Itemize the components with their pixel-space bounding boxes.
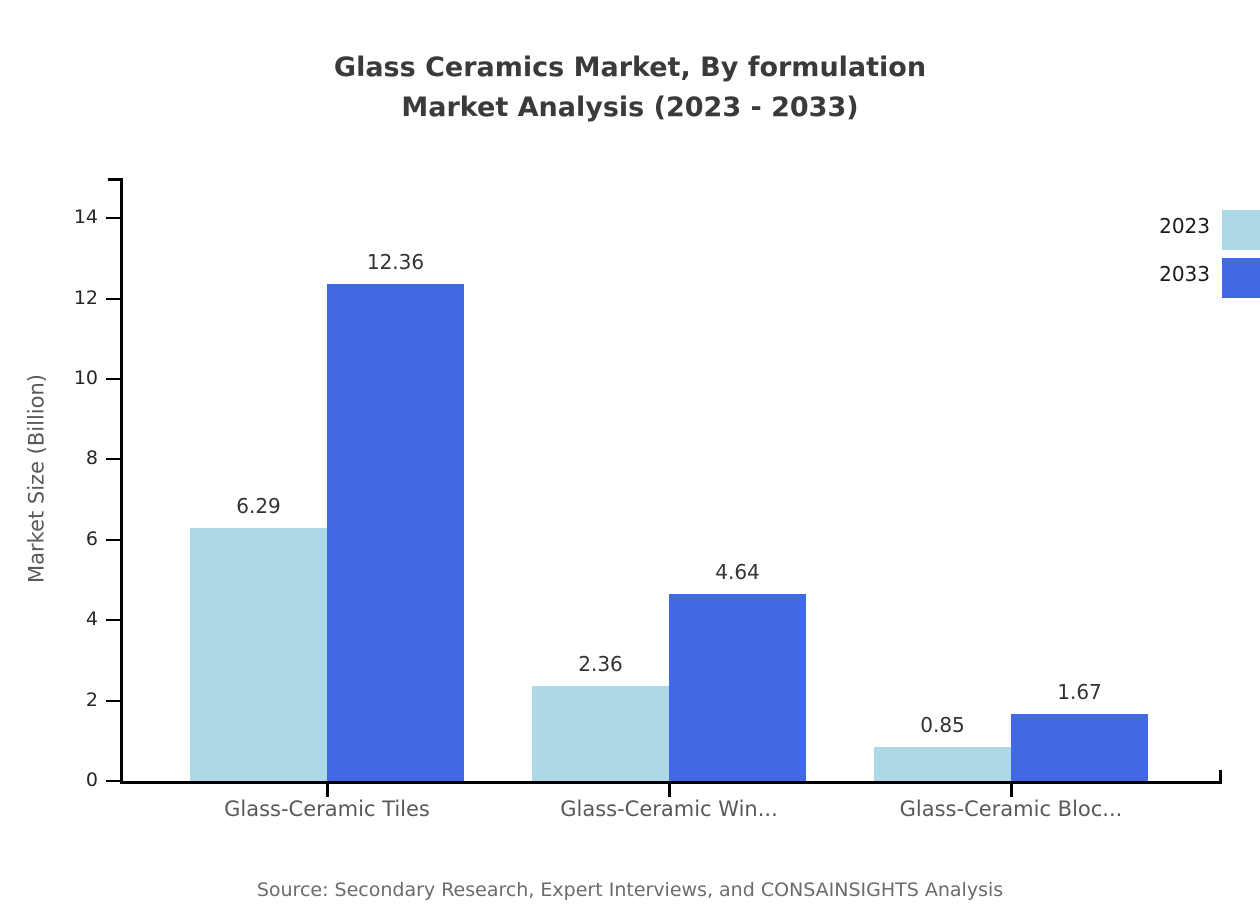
bar-value-label: 4.64 [715,560,760,585]
bar-value-label: 2.36 [578,652,623,677]
y-axis-tick [106,699,120,702]
y-axis-tick [106,458,120,461]
plot-area: 6.29 2.36 0.85 12.36 4.64 1.67 [120,178,1222,781]
y-axis-line [120,178,123,784]
legend-color-swatch [1222,258,1260,298]
bar-value-label: 0.85 [920,712,965,737]
y-axis-tick-label: 14 [73,206,98,229]
y-axis-tick-label: 4 [85,608,98,631]
bar[interactable] [669,594,806,781]
x-axis-category-label: Glass-Ceramic Tiles [224,797,430,821]
y-axis-tick-label: 10 [73,367,98,389]
x-axis-tick [1010,784,1013,797]
x-axis-line [120,781,1222,784]
y-axis-tick-label: 2 [85,688,98,711]
y-axis-tick [106,297,120,300]
legend-item-label: 2033 [1159,262,1210,286]
bar[interactable] [1011,713,1148,781]
y-axis-tick [106,217,120,220]
bar-value-label: 1.67 [1057,679,1102,704]
bar[interactable] [874,746,1011,781]
y-axis-tick-label: 8 [85,447,98,470]
y-axis-tick [106,619,120,622]
y-axis-tick-label: 12 [73,286,98,309]
y-axis-tick-label: 6 [85,527,98,550]
y-axis-title: Market Size (Billion) [24,374,49,583]
bar-value-label: 12.36 [366,250,425,275]
x-axis-category-label: Glass-Ceramic Win... [560,797,778,821]
chart-title-line-1: Glass Ceramics Market, By formulation [333,52,927,83]
bar[interactable] [532,686,669,781]
bar[interactable] [327,284,464,781]
y-axis-tick-label: 0 [85,769,98,791]
source-note: Source: Secondary Research, Expert Inter… [256,879,1004,901]
x-axis-right-cap [1219,770,1222,784]
x-axis-tick [668,784,671,797]
y-axis-top-cap [108,178,121,181]
x-axis-tick [326,784,329,797]
bar-value-label: 6.29 [236,494,281,519]
x-axis-category-label: Glass-Ceramic Bloc... [899,797,1123,821]
legend-item[interactable]: 2023 [1120,210,1260,252]
legend-color-swatch [1222,210,1260,250]
y-axis-tick [106,378,120,380]
chart-legend: 2023 2033 [1120,210,1260,310]
legend-item-label: 2023 [1159,214,1210,238]
chart-title: Glass Ceramics Market, By formulation Ma… [0,48,1260,128]
y-axis-tick [106,538,120,541]
legend-item[interactable]: 2033 [1120,258,1260,300]
chart-title-line-2: Market Analysis (2023 - 2033) [401,92,859,123]
y-axis-tick [106,780,120,782]
bar[interactable] [190,528,327,781]
